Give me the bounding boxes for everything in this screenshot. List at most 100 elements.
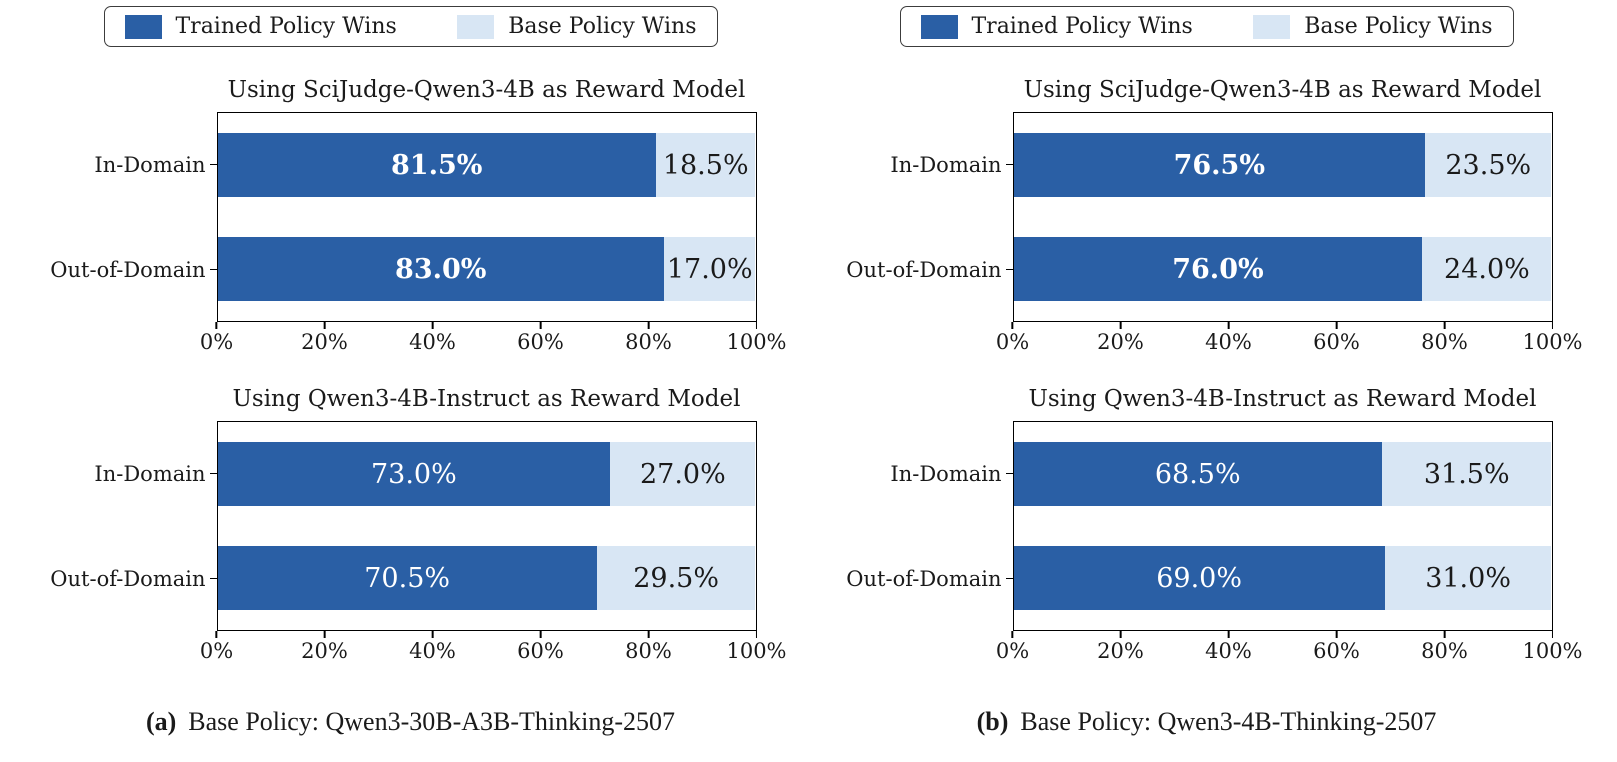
base-value-label: 24.0%	[1444, 253, 1530, 285]
base-value-label: 31.5%	[1423, 458, 1510, 490]
trained-value-label: 76.0%	[1172, 253, 1264, 285]
y-axis-tick	[1005, 268, 1013, 271]
chart-title: Using Qwen3-4B-Instruct as Reward Model	[232, 386, 741, 412]
plot-area: 81.5% 18.5% 83.0% 17.0%	[216, 112, 757, 322]
base-value-label: 27.0%	[639, 458, 726, 490]
base-segment: 23.5%	[1425, 133, 1552, 197]
caption-marker: (a)	[145, 707, 177, 736]
plot-area: 73.0% 27.0% 70.5% 29.5%	[216, 421, 757, 631]
x-tick-label: 0%	[995, 639, 1030, 663]
x-axis-tick	[1335, 322, 1338, 329]
y-axis-label-in-domain: In-Domain	[94, 152, 206, 177]
x-tick-label: 80%	[625, 639, 672, 663]
stacked-bar-in-domain: 81.5% 18.5%	[217, 133, 756, 197]
x-axis-tick	[431, 631, 434, 638]
y-axis-tick	[1005, 163, 1013, 166]
x-tick-label: 0%	[995, 330, 1030, 354]
chart-a-qwen-instruct: Using Qwen3-4B-Instruct as Reward Model …	[50, 386, 787, 671]
legend-item-trained: Trained Policy Wins	[124, 14, 397, 39]
x-axis-tick	[1551, 631, 1554, 638]
x-tick-label: 60%	[1313, 639, 1360, 663]
x-axis-tick	[215, 322, 218, 329]
y-axis-tick	[209, 577, 217, 580]
x-axis-tick	[1443, 631, 1446, 638]
trained-color-swatch	[920, 14, 958, 39]
legend-b: Trained Policy Wins Base Policy Wins	[899, 6, 1514, 47]
base-value-label: 23.5%	[1445, 149, 1532, 181]
y-axis: In-Domain Out-of-Domain	[50, 112, 217, 322]
legend-label-base: Base Policy Wins	[1304, 14, 1493, 39]
x-axis-tick	[323, 631, 326, 638]
x-tick-label: 60%	[517, 330, 564, 354]
x-tick-label: 40%	[1205, 330, 1252, 354]
y-axis-label-in-domain: In-Domain	[94, 461, 206, 486]
stacked-bar-out-of-domain: 69.0% 31.0%	[1013, 546, 1552, 610]
x-axis-tick	[1551, 322, 1554, 329]
x-axis-tick	[1011, 322, 1014, 329]
panel-b: Trained Policy Wins Base Policy Wins Usi…	[846, 6, 1583, 762]
base-value-label: 18.5%	[662, 149, 749, 181]
stacked-bar-in-domain: 73.0% 27.0%	[217, 442, 756, 506]
chart-title: Using SciJudge-Qwen3-4B as Reward Model	[227, 77, 746, 103]
base-color-swatch	[1253, 14, 1291, 39]
base-segment: 18.5%	[655, 133, 756, 197]
x-tick-label: 100%	[726, 639, 787, 663]
chart-a-scijudge: Using SciJudge-Qwen3-4B as Reward Model …	[50, 77, 786, 362]
x-tick-label: 80%	[625, 330, 672, 354]
y-axis-label-out-of-domain: Out-of-Domain	[846, 566, 1002, 591]
x-tick-label: 20%	[1097, 330, 1144, 354]
x-tick-label: 20%	[301, 639, 348, 663]
x-axis-tick	[1227, 322, 1230, 329]
plot-area: 68.5% 31.5% 69.0% 31.0%	[1012, 421, 1553, 631]
x-axis: 0% 20% 40% 60% 80% 100%	[996, 631, 1583, 671]
legend-a: Trained Policy Wins Base Policy Wins	[103, 6, 718, 47]
stacked-bar-out-of-domain: 76.0% 24.0%	[1013, 237, 1552, 301]
caption-text: Base Policy: Qwen3-30B-A3B-Thinking-2507	[188, 707, 676, 736]
panel-a: Trained Policy Wins Base Policy Wins Usi…	[50, 6, 787, 762]
x-tick-label: 100%	[1522, 330, 1583, 354]
stacked-bar-out-of-domain: 70.5% 29.5%	[217, 546, 756, 610]
trained-value-label: 68.5%	[1154, 458, 1241, 490]
stacked-bar-out-of-domain: 83.0% 17.0%	[217, 237, 756, 301]
x-axis-tick	[539, 322, 542, 329]
y-axis: In-Domain Out-of-Domain	[50, 421, 217, 631]
caption-marker: (b)	[976, 707, 1009, 736]
trained-value-label: 83.0%	[395, 253, 487, 285]
caption-b: (b) Base Policy: Qwen3-4B-Thinking-2507	[977, 707, 1437, 737]
y-axis: In-Domain Out-of-Domain	[846, 421, 1013, 631]
base-value-label: 29.5%	[633, 562, 720, 594]
trained-value-label: 69.0%	[1156, 562, 1242, 594]
legend-label-trained: Trained Policy Wins	[971, 14, 1193, 39]
stacked-bar-in-domain: 68.5% 31.5%	[1013, 442, 1552, 506]
chart-b-scijudge: Using SciJudge-Qwen3-4B as Reward Model …	[846, 77, 1582, 362]
x-axis-tick	[431, 322, 434, 329]
x-axis-tick	[539, 631, 542, 638]
trained-segment: 76.0%	[1013, 237, 1423, 301]
trained-value-label: 73.0%	[370, 458, 457, 490]
trained-segment: 68.5%	[1013, 442, 1383, 506]
legend-item-base: Base Policy Wins	[457, 14, 697, 39]
x-axis: 0% 20% 40% 60% 80% 100%	[200, 631, 787, 671]
x-axis-tick	[323, 322, 326, 329]
x-axis-tick	[755, 322, 758, 329]
y-axis-tick	[209, 472, 217, 475]
trained-color-swatch	[124, 14, 162, 39]
x-tick-label: 100%	[1522, 639, 1583, 663]
x-axis-tick	[1227, 631, 1230, 638]
x-tick-label: 40%	[1205, 639, 1252, 663]
base-segment: 17.0%	[664, 237, 756, 301]
y-axis-tick	[209, 163, 217, 166]
y-axis-tick	[1005, 472, 1013, 475]
y-axis-label-in-domain: In-Domain	[890, 152, 1002, 177]
base-segment: 27.0%	[610, 442, 756, 506]
y-axis-label-out-of-domain: Out-of-Domain	[846, 257, 1002, 282]
x-axis-tick	[215, 631, 218, 638]
trained-value-label: 81.5%	[391, 149, 483, 181]
x-axis-tick	[1335, 631, 1338, 638]
trained-segment: 81.5%	[217, 133, 656, 197]
x-tick-label: 20%	[301, 330, 348, 354]
x-tick-label: 0%	[199, 639, 234, 663]
base-segment: 31.0%	[1384, 546, 1552, 610]
x-tick-label: 80%	[1421, 639, 1468, 663]
